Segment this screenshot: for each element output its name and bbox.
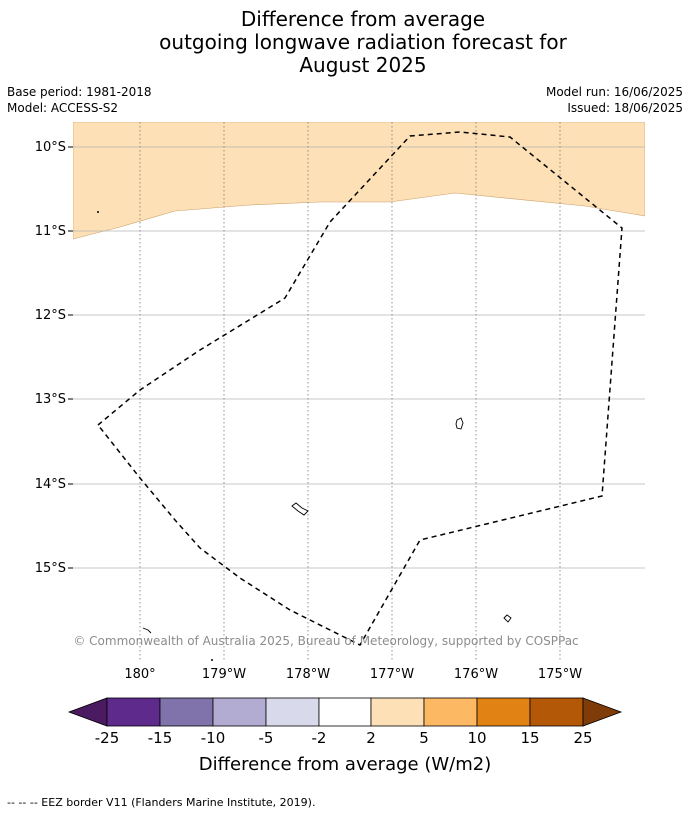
base-period: Base period: 1981-2018 bbox=[7, 85, 152, 99]
colorbar-swatch-4 bbox=[265, 697, 320, 727]
island-wallis bbox=[455, 417, 464, 430]
copyright-notice: © Commonwealth of Australia 2025, Bureau… bbox=[73, 634, 578, 648]
cb-tick-2: -15 bbox=[148, 729, 173, 747]
colorbar-swatch-8 bbox=[476, 697, 531, 727]
title-line-3: August 2025 bbox=[299, 53, 427, 77]
island-south-west bbox=[142, 627, 152, 634]
colorbar-swatch-7 bbox=[423, 697, 478, 727]
lon-label-180: 180° bbox=[124, 667, 155, 682]
cb-tick-7: 5 bbox=[419, 729, 429, 747]
cb-tick-4: -5 bbox=[259, 729, 274, 747]
cb-tick-6: 2 bbox=[366, 729, 376, 747]
eez-legend-note: -- -- -- EEZ border V11 (Flanders Marine… bbox=[7, 796, 316, 809]
colorbar-swatch-2 bbox=[159, 697, 214, 727]
island-rotuma bbox=[291, 502, 309, 516]
cb-tick-8: 10 bbox=[467, 729, 486, 747]
map-area bbox=[73, 122, 645, 662]
model-name: Model: ACCESS-S2 bbox=[7, 101, 119, 115]
cb-tick-3: -10 bbox=[201, 729, 226, 747]
lat-label-15s: 15°S bbox=[35, 561, 66, 576]
lat-label-14s: 14°S bbox=[35, 477, 66, 492]
anomaly-region bbox=[73, 122, 645, 240]
islet-north-west bbox=[97, 211, 99, 213]
lat-label-10s: 10°S bbox=[35, 140, 66, 155]
colorbar-swatch-3 bbox=[212, 697, 267, 727]
colorbar-swatch-9 bbox=[529, 697, 584, 727]
cb-tick-9: 15 bbox=[520, 729, 539, 747]
island-south-east bbox=[503, 614, 512, 623]
islet-south bbox=[211, 659, 213, 661]
cb-tick-10: 25 bbox=[573, 729, 592, 747]
meta-left: Base period: 1981-2018 Model: ACCESS-S2 bbox=[7, 84, 152, 116]
lat-label-12s: 12°S bbox=[35, 308, 66, 323]
colorbar-title: Difference from average (W/m2) bbox=[199, 754, 491, 775]
lat-labels: 10°S 11°S 12°S 13°S 14°S 15°S bbox=[35, 140, 66, 576]
lat-label-11s: 11°S bbox=[35, 224, 66, 239]
lat-gridlines bbox=[73, 146, 645, 569]
colorbar-swatch-1 bbox=[106, 697, 161, 727]
lon-label-177w: 177°W bbox=[370, 667, 414, 682]
meta-right: Model run: 16/06/2025 Issued: 18/06/2025 bbox=[546, 84, 683, 116]
lat-label-13s: 13°S bbox=[35, 392, 66, 407]
lon-label-176w: 176°W bbox=[454, 667, 498, 682]
lon-labels: 180° 179°W 178°W 177°W 176°W 175°W bbox=[124, 667, 582, 682]
model-run: Model run: 16/06/2025 bbox=[545, 85, 683, 99]
colorbar-ticks: -25 -15 -10 -5 -2 2 5 10 15 25 bbox=[95, 729, 593, 747]
lon-label-175w: 175°W bbox=[538, 667, 582, 682]
colorbar-extend-low bbox=[67, 697, 108, 727]
colorbar bbox=[67, 697, 623, 727]
lon-label-179w: 179°W bbox=[202, 667, 246, 682]
lon-label-178w: 178°W bbox=[286, 667, 330, 682]
cb-tick-5: -2 bbox=[312, 729, 327, 747]
title-line-1: Difference from average bbox=[240, 7, 486, 31]
issued-date: Issued: 18/06/2025 bbox=[567, 101, 683, 115]
axis-ticks bbox=[68, 146, 73, 569]
chart-title: Difference from average outgoing longwav… bbox=[0, 8, 690, 77]
eez-border bbox=[96, 131, 623, 646]
colorbar-swatch-5 bbox=[318, 697, 372, 727]
cb-tick-1: -25 bbox=[95, 729, 120, 747]
colorbar-swatch-6 bbox=[370, 697, 425, 727]
colorbar-extend-high bbox=[582, 697, 623, 727]
title-line-2: outgoing longwave radiation forecast for bbox=[159, 30, 567, 54]
